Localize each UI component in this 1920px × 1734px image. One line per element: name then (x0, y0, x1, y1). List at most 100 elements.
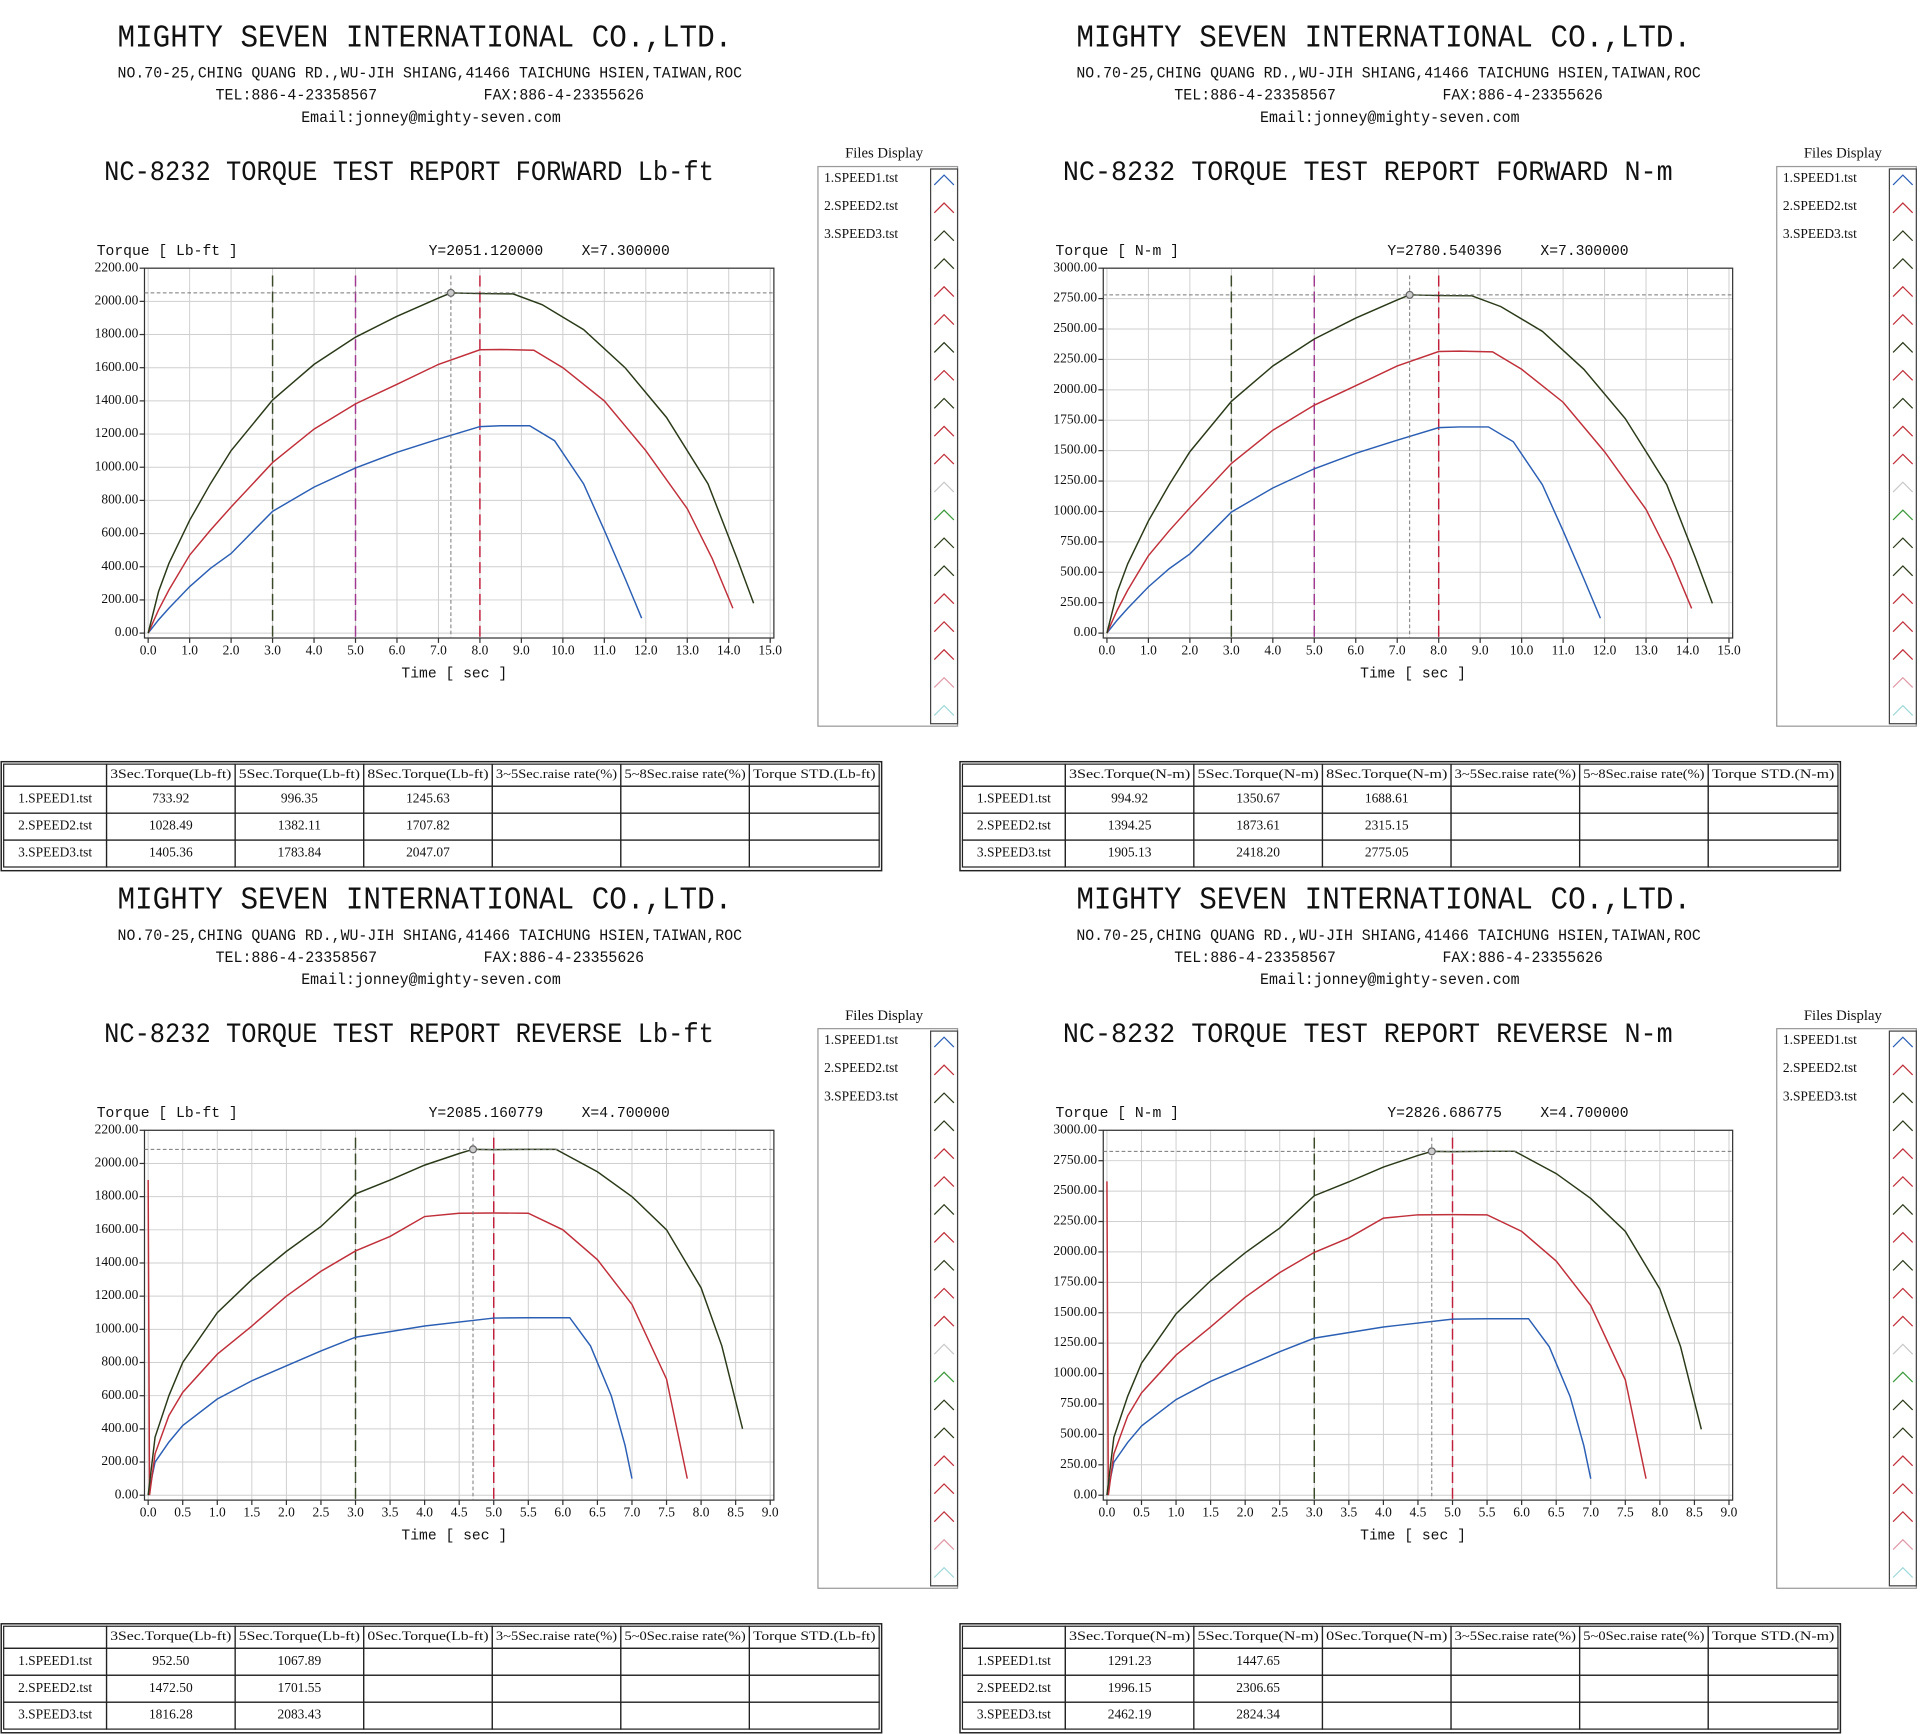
file-entry: 2.SPEED2.tst (1783, 1060, 1857, 1075)
file-icon (933, 1510, 955, 1523)
file-icon (1892, 1343, 1914, 1355)
x-tick-label: 6.5 (589, 1505, 606, 1520)
x-tick-label: 7.0 (430, 643, 447, 658)
x-tick-label: 4.5 (1410, 1505, 1427, 1520)
x-axis-label: Time [ sec ] (1360, 666, 1466, 682)
x-tick-label: 7.5 (1617, 1505, 1634, 1520)
x-tick-label: 1.5 (243, 1505, 260, 1520)
file-icon (1892, 425, 1914, 437)
table-value: 996.35 (281, 791, 318, 806)
x-tick-label: 15.0 (1717, 643, 1741, 658)
cursor-point (1405, 290, 1414, 299)
file-icon (1892, 341, 1914, 353)
series-line (147, 292, 755, 634)
table-header: 3~5Sec.raise rate(%) (496, 767, 617, 781)
series-line (147, 425, 643, 634)
file-icon (1892, 1287, 1914, 1299)
file-icon (933, 676, 955, 688)
table-value: 1472.50 (149, 1680, 193, 1695)
table-value: 2083.43 (278, 1707, 322, 1722)
table-header: Torque STD.(Lb-ft) (753, 1629, 875, 1643)
cursor-y-label: Y=2826.686775 (1387, 1106, 1502, 1122)
table-outer (0, 760, 883, 872)
table-header: 5Sec.Torque(Lb-ft) (239, 1629, 360, 1643)
y-tick-label: 1200.00 (95, 1287, 139, 1302)
file-icon (1892, 258, 1914, 270)
x-tick-label: 14.0 (1676, 643, 1700, 658)
series-line (1106, 294, 1714, 634)
company-fax: FAX:886-4-23355626 (484, 949, 644, 967)
file-entry: 1.SPEED1.tst (1783, 1032, 1857, 1047)
x-tick-label: 1.0 (1140, 643, 1157, 658)
y-tick-label: 1400.00 (95, 1254, 139, 1269)
x-tick-label: 2.0 (223, 643, 240, 658)
file-icon (933, 453, 955, 465)
y-tick-label: 400.00 (101, 558, 138, 573)
table-header: Torque STD.(N-m) (1712, 767, 1834, 781)
file-icon (1892, 1120, 1914, 1132)
table-row-name: 1.SPEED1.tst (18, 791, 92, 806)
files-display-title: Files Display (845, 1008, 924, 1024)
file-icon (933, 1092, 955, 1104)
x-tick-label: 15.0 (758, 643, 782, 658)
company-tel: TEL:886-4-23358567 (216, 87, 378, 105)
x-tick-label: 3.0 (1223, 643, 1240, 658)
table-cell (748, 1701, 880, 1730)
file-icon (1892, 230, 1914, 242)
file-icon (1892, 648, 1914, 660)
table-row-name: 2.SPEED2.tst (977, 1680, 1051, 1695)
table-outer (959, 760, 1842, 872)
company-name: MIGHTY SEVEN INTERNATIONAL CO.,LTD. (1076, 882, 1691, 918)
file-icon (933, 1538, 955, 1551)
chart-title: NC-8232 TORQUE TEST REPORT REVERSE N-m (1063, 1020, 1673, 1051)
x-tick-label: 5.5 (520, 1505, 537, 1520)
file-icon (933, 369, 955, 381)
company-name: MIGHTY SEVEN INTERNATIONAL CO.,LTD. (118, 882, 733, 918)
y-tick-label: 1200.00 (95, 425, 139, 440)
x-tick-label: 5.0 (1444, 1505, 1461, 1520)
y-tick-label: 750.00 (1060, 1395, 1097, 1410)
files-icon-column (930, 168, 959, 725)
file-icon (1892, 676, 1914, 688)
table-value: 1291.23 (1108, 1653, 1152, 1668)
y-tick-label: 2200.00 (95, 259, 139, 274)
y-axis-label: Torque [ N-m ] (1056, 244, 1179, 260)
table-header: 5Sec.Torque(N-m) (1198, 1629, 1319, 1643)
table-value: 2462.19 (1108, 1707, 1152, 1722)
table-header: Torque STD.(N-m) (1712, 1629, 1834, 1643)
cursor-point (446, 288, 455, 297)
table-value: 1701.55 (278, 1680, 322, 1695)
cursor-x-label: X=7.300000 (1540, 244, 1628, 260)
y-tick-label: 2250.00 (1053, 1213, 1097, 1228)
y-tick-label: 2500.00 (1053, 320, 1097, 335)
file-icon (933, 425, 955, 437)
file-icon (933, 1064, 955, 1076)
table-value: 1996.15 (1108, 1680, 1152, 1695)
table-value: 1783.84 (278, 845, 322, 860)
table-value: 994.92 (1111, 791, 1148, 806)
company-name: MIGHTY SEVEN INTERNATIONAL CO.,LTD. (118, 20, 733, 56)
x-tick-label: 8.5 (727, 1505, 744, 1520)
x-tick-label: 13.0 (675, 643, 699, 658)
cursor-y-label: Y=2085.160779 (429, 1106, 544, 1122)
y-tick-label: 1800.00 (95, 326, 139, 341)
file-icon (933, 1343, 955, 1355)
table-cell (1707, 1701, 1839, 1730)
series-line (147, 1180, 688, 1496)
file-icon (933, 481, 955, 493)
y-tick-label: 500.00 (1060, 1425, 1097, 1440)
file-icon (933, 704, 955, 716)
file-icon (1892, 1399, 1914, 1411)
table-row-name: 3.SPEED3.tst (977, 1707, 1051, 1722)
file-icon (1892, 174, 1914, 186)
table-value: 2418.20 (1236, 845, 1280, 860)
file-entry: 1.SPEED1.tst (1783, 170, 1857, 185)
table-header: 3Sec.Torque(Lb-ft) (110, 1629, 231, 1643)
y-tick-label: 600.00 (101, 525, 138, 540)
x-tick-label: 7.0 (1389, 643, 1406, 658)
y-tick-label: 0.00 (115, 1486, 139, 1501)
table-value: 2775.05 (1365, 845, 1409, 860)
x-tick-label: 9.0 (762, 1505, 779, 1520)
table-value: 2047.07 (406, 845, 450, 860)
x-tick-label: 3.5 (1340, 1505, 1357, 1520)
